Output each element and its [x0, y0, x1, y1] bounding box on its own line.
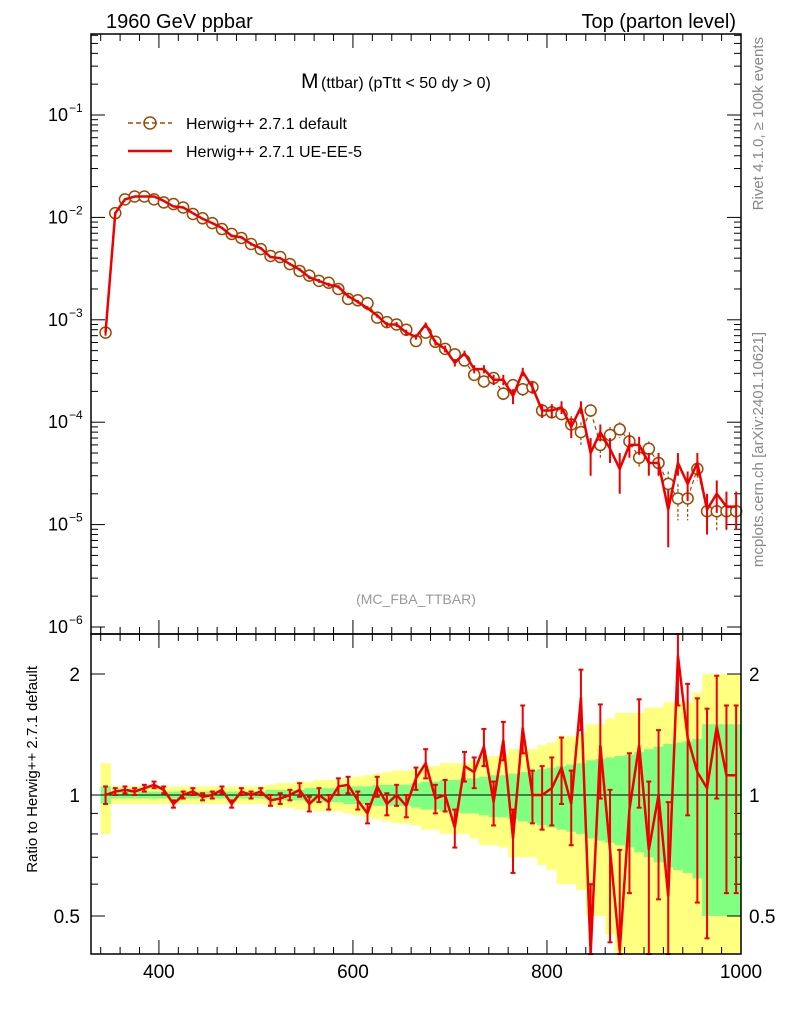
green-band-bin	[673, 742, 684, 871]
legend: Herwig++ 2.7.1 default Herwig++ 2.7.1 UE…	[128, 116, 362, 161]
ratio-y-axis-label: Ratio to Herwig++ 2.7.1 default	[24, 665, 41, 873]
green-band-bin	[614, 756, 626, 846]
green-band-bin	[479, 776, 490, 816]
x-tick-label: 600	[337, 962, 369, 983]
default-point	[642, 442, 656, 456]
y-tick-label: 10	[48, 310, 68, 330]
ratio-x-tick-labels: 400 600 800 1000	[143, 962, 762, 983]
y-tick-label: 10	[48, 515, 68, 535]
green-band-bin	[420, 781, 432, 810]
ratio-y-tick-label-right: 0.5	[749, 907, 775, 928]
ratio-y-tick-label-left: 2	[69, 665, 80, 686]
y-tick-label: 10	[48, 412, 68, 432]
y-tick-exponent: −5	[69, 511, 83, 525]
legend-entry-default: Herwig++ 2.7.1 default	[128, 116, 348, 133]
ratio-y-tick-labels: 0.5 0.5 1 1 2 2	[54, 665, 776, 928]
default-point	[497, 387, 510, 400]
y-tick-exponent: −4	[69, 408, 83, 422]
y-tick-exponent: −1	[69, 101, 83, 115]
y-tick-exponent: −3	[69, 306, 83, 320]
process-title: Top (parton level)	[581, 11, 736, 33]
ratio-y-tick-label-left: 1	[69, 786, 80, 807]
y-tick-exponent: −2	[69, 203, 83, 217]
green-band-bin	[585, 760, 596, 839]
green-band-bin	[449, 779, 461, 812]
y-tick-label: 10	[48, 207, 68, 227]
green-band-bin	[469, 778, 480, 814]
x-tick-label: 800	[531, 962, 563, 983]
y-tick-label: 10	[48, 617, 68, 637]
green-band-bin	[459, 778, 470, 814]
legend-default-marker	[143, 116, 157, 130]
legend-ue-label: Herwig++ 2.7.1 UE-EE-5	[186, 144, 362, 161]
green-band-bin	[711, 724, 723, 916]
main-panel: M (ttbar) (pTtt < 50 dy > 0) (MC_FBA_TTB…	[48, 33, 743, 637]
ratio-y-tick-label-right: 1	[749, 786, 760, 807]
analysis-watermark: (MC_FBA_TTBAR)	[356, 591, 476, 607]
ratio-y-tick-label-right: 2	[749, 665, 760, 686]
energy-beam-title: 1960 GeV ppbar	[106, 11, 253, 33]
ratio-series-line	[105, 655, 737, 955]
legend-default-label: Herwig++ 2.7.1 default	[186, 116, 348, 133]
green-band-bin	[576, 763, 587, 834]
y-tick-label: 10	[48, 105, 68, 125]
ratio-series-ue	[103, 633, 739, 955]
x-tick-label: 1000	[720, 962, 762, 983]
rivet-version-label: Rivet 4.1.0, ≥ 100k events	[750, 37, 767, 210]
ratio-plot-frame	[90, 633, 742, 955]
ratio-y-tick-label-left: 0.5	[54, 907, 80, 928]
green-band-bin	[508, 773, 519, 820]
ratio-panel: 0.5 0.5 1 1 2 2 400 600 800 1000 Ratio to Herwig…	[24, 633, 776, 983]
green-band-bin	[517, 772, 529, 822]
green-band-bin	[595, 758, 606, 841]
plot-title-main: M	[301, 70, 319, 93]
ratio-axis-ticks	[91, 634, 742, 954]
y-tick-exponent: −6	[69, 613, 83, 627]
x-tick-label: 400	[143, 962, 175, 983]
ue-series-line	[104, 195, 737, 513]
mcplots-reference-label: mcplots.cern.ch [arXiv:2401.10621]	[750, 332, 767, 567]
series-herwig-ue-ee-5	[104, 195, 738, 548]
default-point	[613, 423, 626, 436]
legend-entry-ue: Herwig++ 2.7.1 UE-EE-5	[128, 144, 362, 161]
default-point	[584, 404, 597, 417]
main-y-tick-labels: 10−110−210−310−410−510−6	[48, 101, 83, 637]
green-band-bin	[498, 775, 509, 818]
plot-title-sub: (ttbar) (pTtt < 50 dy > 0)	[321, 75, 491, 92]
